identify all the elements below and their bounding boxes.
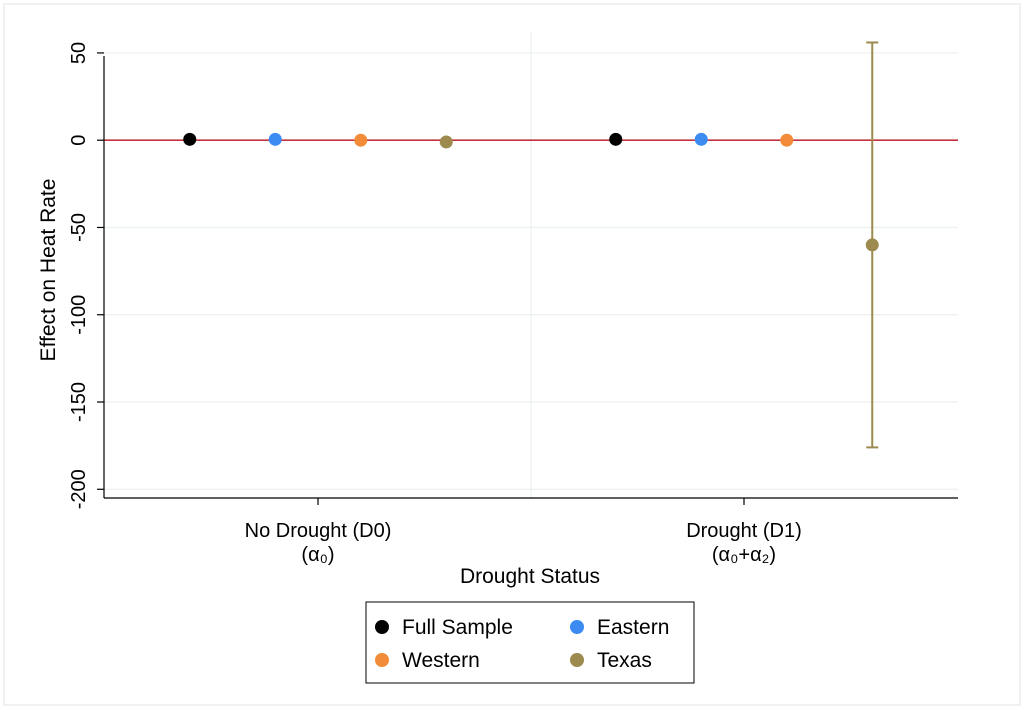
legend-label: Eastern bbox=[597, 616, 669, 639]
legend: Full Sample Eastern Western Texas bbox=[365, 601, 695, 684]
y-tick-label: 50 bbox=[68, 42, 90, 64]
data-point bbox=[865, 238, 879, 252]
x-tick-sublabel: (α₀+α₂) bbox=[712, 544, 776, 566]
legend-label: Texas bbox=[597, 649, 652, 672]
data-point bbox=[694, 132, 708, 146]
x-tick-label: No Drought (D0) bbox=[245, 520, 392, 542]
legend-box bbox=[365, 601, 695, 684]
legend-label: Full Sample bbox=[402, 616, 513, 639]
axis-layer: 50 0 -50 -100 -150 -200 No Drought (D0)(α₀) Dro… bbox=[68, 42, 958, 566]
data-point bbox=[183, 132, 197, 146]
y-tick-label: -50 bbox=[68, 213, 90, 242]
x-tick-sublabel: (α₀) bbox=[301, 544, 334, 566]
legend-marker bbox=[570, 620, 584, 634]
data-point bbox=[609, 132, 623, 146]
data-point bbox=[780, 133, 794, 147]
y-tick-label: 0 bbox=[68, 135, 90, 146]
legend-marker bbox=[375, 653, 389, 667]
point-layer bbox=[183, 132, 879, 252]
x-tick-label: Drought (D1) bbox=[686, 520, 802, 542]
y-tick-label: -150 bbox=[68, 382, 90, 422]
data-point bbox=[439, 135, 453, 149]
legend-label: Western bbox=[402, 649, 480, 672]
y-axis-label: Effect on Heat Rate bbox=[37, 179, 60, 362]
y-tick-label: -100 bbox=[68, 295, 90, 335]
legend-marker bbox=[375, 620, 389, 634]
y-tick-label: -200 bbox=[68, 469, 90, 509]
data-point bbox=[268, 132, 282, 146]
figure-border bbox=[3, 3, 1021, 706]
legend-marker bbox=[570, 653, 584, 667]
grid-layer bbox=[104, 32, 958, 498]
data-point bbox=[354, 133, 368, 147]
x-axis-label: Drought Status bbox=[460, 565, 600, 588]
